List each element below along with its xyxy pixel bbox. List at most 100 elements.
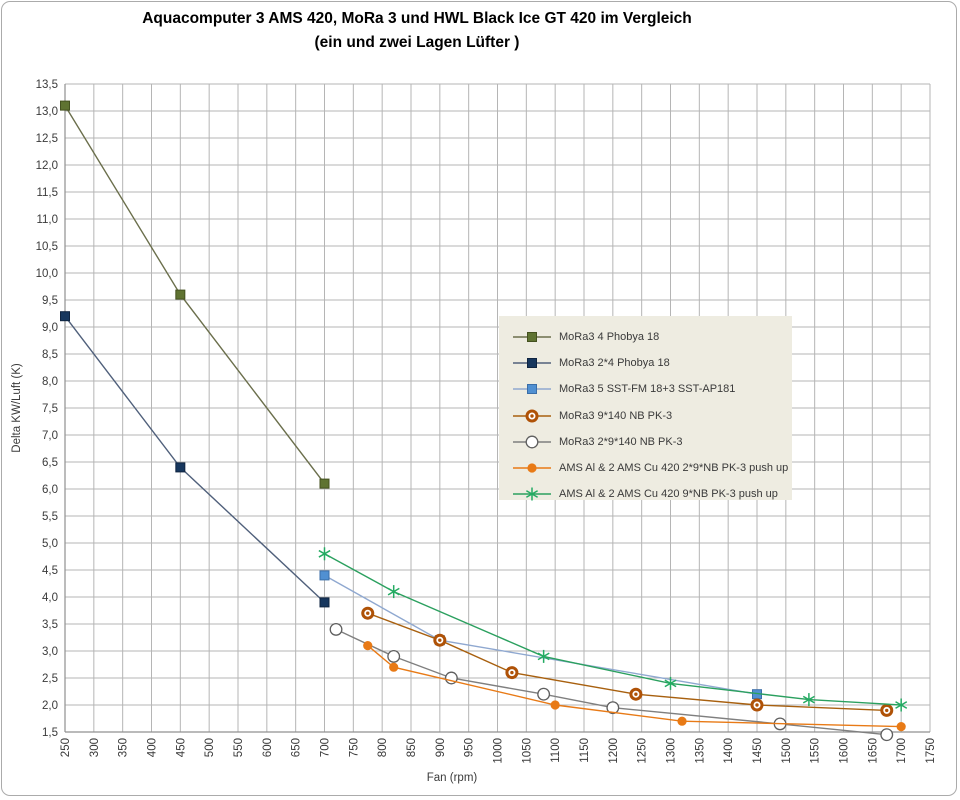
series-marker	[634, 692, 638, 696]
series-marker	[664, 679, 677, 688]
x-tick-label: 350	[118, 738, 130, 757]
legend-item-label: AMS Al & 2 AMS Cu 420 9*NB PK-3 push up	[559, 488, 778, 501]
series-marker	[895, 701, 908, 709]
legend-item-label: MoRa3 9*140 NB PK-3	[559, 409, 673, 422]
y-tick-label: 6,5	[42, 457, 58, 469]
x-tick-label: 1550	[810, 738, 822, 764]
series-marker	[527, 332, 537, 343]
legend-item-label: MoRa3 4 Phobya 18	[559, 331, 660, 344]
x-tick-label: 300	[89, 738, 101, 757]
series-marker	[525, 490, 539, 499]
x-tick-label: 850	[406, 738, 418, 757]
x-tick-label: 1250	[637, 738, 649, 764]
chart-subtitle: (ein und zwei Lagen Lüfter )	[314, 34, 520, 52]
legend-item-label: MoRa3 2*4 Phobya 18	[559, 357, 670, 370]
y-tick-label: 11,0	[36, 214, 58, 226]
series-marker	[527, 358, 537, 369]
series-line	[64, 315, 325, 603]
y-tick-label: 5,5	[42, 511, 58, 523]
series-6	[318, 547, 908, 712]
y-tick-label: 7,0	[42, 430, 58, 442]
y-tick-label: 6,0	[42, 484, 58, 496]
x-tick-label: 950	[464, 738, 476, 757]
series-line	[367, 645, 902, 728]
series-2	[319, 570, 762, 700]
series-marker	[389, 662, 399, 672]
x-tick-label: 1150	[579, 738, 591, 763]
y-tick-label: 8,5	[42, 349, 58, 361]
series-line	[324, 553, 902, 706]
x-tick-label: 700	[320, 738, 332, 757]
y-tick-label: 10,0	[36, 268, 58, 280]
x-tick-label: 500	[204, 738, 216, 757]
y-tick-label: 3,5	[42, 619, 58, 631]
legend-item: MoRa3 4 Phobya 18	[513, 324, 792, 350]
x-tick-label: 750	[348, 738, 360, 757]
x-tick-label: 250	[60, 738, 72, 757]
series-marker	[319, 478, 330, 489]
series-marker	[677, 716, 687, 726]
series-marker	[60, 100, 70, 111]
series-marker	[530, 413, 534, 418]
series-marker	[318, 549, 331, 558]
series-line	[367, 612, 887, 712]
x-tick-label: 1350	[694, 738, 706, 764]
legend-item: AMS Al & 2 AMS Cu 420 9*NB PK-3 push up	[513, 481, 792, 507]
y-tick-label: 4,5	[42, 565, 58, 577]
x-tick-label: 650	[291, 738, 303, 757]
legend-marker-icon	[513, 409, 551, 423]
series-marker	[387, 649, 401, 663]
legend-marker-icon	[513, 487, 551, 501]
legend: MoRa3 4 Phobya 18 MoRa3 2*4 Phobya 18 MoRa…	[499, 316, 792, 501]
series-marker	[60, 311, 70, 322]
x-tick-label: 1600	[839, 738, 851, 764]
series-marker	[755, 703, 759, 707]
x-tick-label: 900	[435, 738, 447, 757]
series-marker	[175, 462, 186, 473]
series-1	[60, 311, 330, 608]
series-marker	[525, 435, 539, 449]
y-tick-label: 13,5	[36, 79, 58, 91]
legend-item-label: MoRa3 5 SST-FM 18+3 SST-AP181	[559, 383, 736, 396]
x-tick-label: 1100	[550, 738, 562, 763]
series-5	[363, 641, 906, 732]
series-marker	[363, 641, 373, 651]
series-4	[329, 622, 894, 742]
series-marker	[550, 700, 560, 710]
y-tick-label: 10,5	[36, 241, 58, 253]
x-tick-label: 1000	[493, 738, 505, 764]
x-axis-title: Fan (rpm)	[427, 772, 478, 784]
y-tick-label: 13,0	[36, 106, 58, 118]
x-tick-label: 550	[233, 738, 245, 757]
x-tick-label: 1750	[925, 738, 937, 764]
series-line	[335, 628, 887, 736]
legend-marker-icon	[513, 384, 551, 395]
series-line	[324, 574, 758, 695]
series-marker	[319, 570, 330, 581]
series-marker	[537, 652, 550, 661]
series-marker	[366, 611, 370, 615]
y-tick-label: 11,5	[36, 187, 58, 199]
legend-marker-icon	[513, 332, 551, 343]
y-tick-label: 4,0	[42, 592, 58, 604]
series-marker	[606, 701, 620, 715]
y-tick-label: 1,5	[42, 727, 58, 739]
legend-item: MoRa3 9*140 NB PK-3	[513, 403, 792, 429]
x-tick-label: 600	[262, 738, 274, 757]
x-tick-label: 1200	[608, 738, 620, 764]
legend-item: MoRa3 2*4 Phobya 18	[513, 350, 792, 376]
chart-title: Aquacomputer 3 AMS 420, MoRa 3 und HWL B…	[142, 10, 692, 27]
series-marker	[537, 687, 551, 701]
series-marker	[885, 708, 889, 713]
x-tick-label: 1700	[896, 738, 908, 764]
legend-marker-icon	[513, 358, 551, 369]
series-marker	[387, 587, 400, 596]
series-0	[60, 100, 330, 489]
y-tick-label: 7,5	[42, 403, 58, 415]
x-tick-label: 1400	[723, 738, 735, 764]
legend-item: MoRa3 2*9*140 NB PK-3	[513, 429, 792, 455]
y-tick-label: 5,0	[42, 538, 58, 550]
legend-item: AMS Al & 2 AMS Cu 420 2*9*NB PK-3 push u…	[513, 455, 792, 481]
series-marker	[438, 638, 442, 642]
